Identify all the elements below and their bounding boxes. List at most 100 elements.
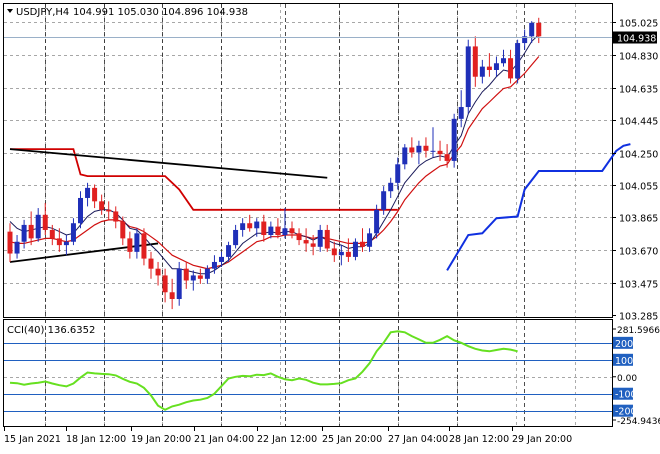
bull-candle [254,221,260,229]
bear-candle [148,258,154,269]
cci-level-marker [613,404,633,417]
bear-candle [247,223,253,229]
trendline [9,242,159,263]
bull-candle [21,224,27,242]
bear-candle [261,221,267,236]
cci-level-marker [613,353,633,366]
bull-candle [501,58,506,64]
price-tick-label: 103.475 [619,280,658,291]
cci-tick-label: 100 [615,356,633,367]
cci-pane [4,330,612,412]
bull-candle [529,22,535,37]
bear-candle [99,201,105,210]
bear-candle [92,187,98,202]
resistance-step-line [10,148,398,211]
cci-tick-label: 200 [615,339,633,350]
bear-candle [289,228,295,234]
trendline [9,148,328,179]
bear-candle [437,150,443,155]
bear-candle [120,221,126,239]
bear-candle [141,233,147,259]
bear-candle [42,214,48,230]
bull-candle [219,256,224,262]
price-tick-label: 104.445 [619,117,658,128]
bull-candle [416,145,422,153]
bull-candle [515,43,521,79]
bear-candle [360,241,365,247]
price-tick-label: 103.865 [619,214,658,225]
dropdown-triangle-icon[interactable] [7,9,13,13]
time-tick-label: 19 Jan 20:00 [131,434,191,445]
trailing-stop-line [446,143,631,271]
time-tick-label: 22 Jan 12:00 [257,434,317,445]
bull-candle [479,66,485,77]
current-price-marker [613,31,657,44]
cci-level-marker [613,336,633,349]
bear-candle [486,66,492,70]
bear-candle [56,238,62,246]
bull-candle [317,229,323,247]
bull-candle [70,223,76,242]
price-pane-frame [3,3,613,318]
bull-candle [451,118,457,161]
price-tick-label: 104.250 [619,150,658,161]
bear-candle [444,154,450,161]
bull-candle [211,261,217,269]
time-tick-label: 15 Jan 2021 [4,434,61,445]
bull-candle [78,197,83,224]
bear-candle [345,251,351,257]
grid [4,4,612,426]
bull-candle [63,241,69,246]
bull-candle [240,223,246,230]
bear-candle [324,229,330,249]
bear-candle [472,46,478,77]
bull-candle [35,214,41,239]
bear-candle [113,211,119,222]
bull-candle [14,241,20,254]
cci-level-marker [613,387,633,400]
bull-candle [465,46,471,108]
bull-candle [190,275,196,281]
cci-tick-label: -254.9436 [617,417,660,427]
bear-candle [183,268,189,281]
bear-candle [28,224,34,239]
bear-candle [155,268,161,276]
indicator-pane-frame [3,319,613,427]
bull-candle [204,268,210,279]
bull-candle [388,182,394,192]
bull-candle [402,147,408,165]
time-tick-label: 21 Jan 04:00 [194,434,254,445]
bear-candle [310,243,316,247]
time-tick-label: 28 Jan 12:00 [449,434,509,445]
bear-candle [331,248,337,256]
bull-candle [282,228,288,236]
current-price-label: 104.938 [617,34,656,45]
slow-moving-average [9,56,540,270]
bear-candle [127,238,133,252]
cci-tick-label: 281.5966 [617,326,660,336]
bull-candle [522,36,528,44]
cci-line [9,330,518,411]
cci-label: CCI(40) 136.6352 [7,325,95,336]
bull-candle [233,229,239,246]
price-tick-label: 103.670 [619,247,658,258]
bull-candle [381,191,387,210]
cci-tick-label: -200 [615,407,637,418]
time-tick-label: 18 Jan 12:00 [66,434,126,445]
bull-candle [226,245,232,257]
bull-candle [268,226,274,236]
bull-candle [367,233,373,247]
price-pane [4,17,631,310]
bear-candle [275,226,281,236]
bear-candle [423,145,429,151]
symbol-timeframe: USDJPY,H4 [16,7,69,18]
bear-candle [169,292,175,300]
price-tick-label: 104.055 [619,182,658,193]
bull-candle [493,63,499,70]
price-tick-label: 105.025 [619,19,658,30]
bear-candle [197,275,203,279]
bear-candle [409,147,415,153]
bear-candle [536,22,542,37]
